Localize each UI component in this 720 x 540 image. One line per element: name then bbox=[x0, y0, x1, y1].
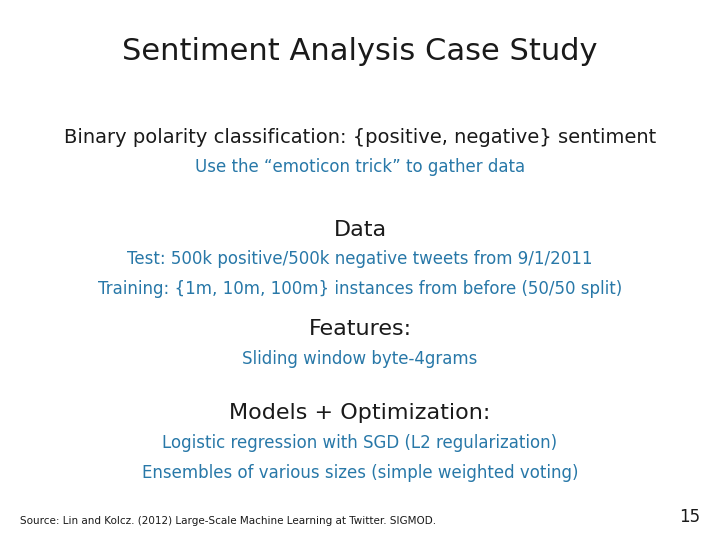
Text: Ensembles of various sizes (simple weighted voting): Ensembles of various sizes (simple weigh… bbox=[142, 463, 578, 482]
Text: Binary polarity classification: {positive, negative} sentiment: Binary polarity classification: {positiv… bbox=[64, 128, 656, 147]
Text: Use the “emoticon trick” to gather data: Use the “emoticon trick” to gather data bbox=[195, 158, 525, 177]
Text: Logistic regression with SGD (L2 regularization): Logistic regression with SGD (L2 regular… bbox=[163, 434, 557, 452]
Text: Sliding window byte-4grams: Sliding window byte-4grams bbox=[243, 350, 477, 368]
Text: Features:: Features: bbox=[308, 319, 412, 340]
Text: Models + Optimization:: Models + Optimization: bbox=[229, 403, 491, 423]
Text: Sentiment Analysis Case Study: Sentiment Analysis Case Study bbox=[122, 37, 598, 66]
Text: Test: 500k positive/500k negative tweets from 9/1/2011: Test: 500k positive/500k negative tweets… bbox=[127, 250, 593, 268]
Text: Training: {1m, 10m, 100m} instances from before (50/50 split): Training: {1m, 10m, 100m} instances from… bbox=[98, 280, 622, 298]
Text: Source: Lin and Kolcz. (2012) Large-Scale Machine Learning at Twitter. SIGMOD.: Source: Lin and Kolcz. (2012) Large-Scal… bbox=[20, 516, 436, 526]
Text: Data: Data bbox=[333, 219, 387, 240]
Text: 15: 15 bbox=[679, 509, 700, 526]
